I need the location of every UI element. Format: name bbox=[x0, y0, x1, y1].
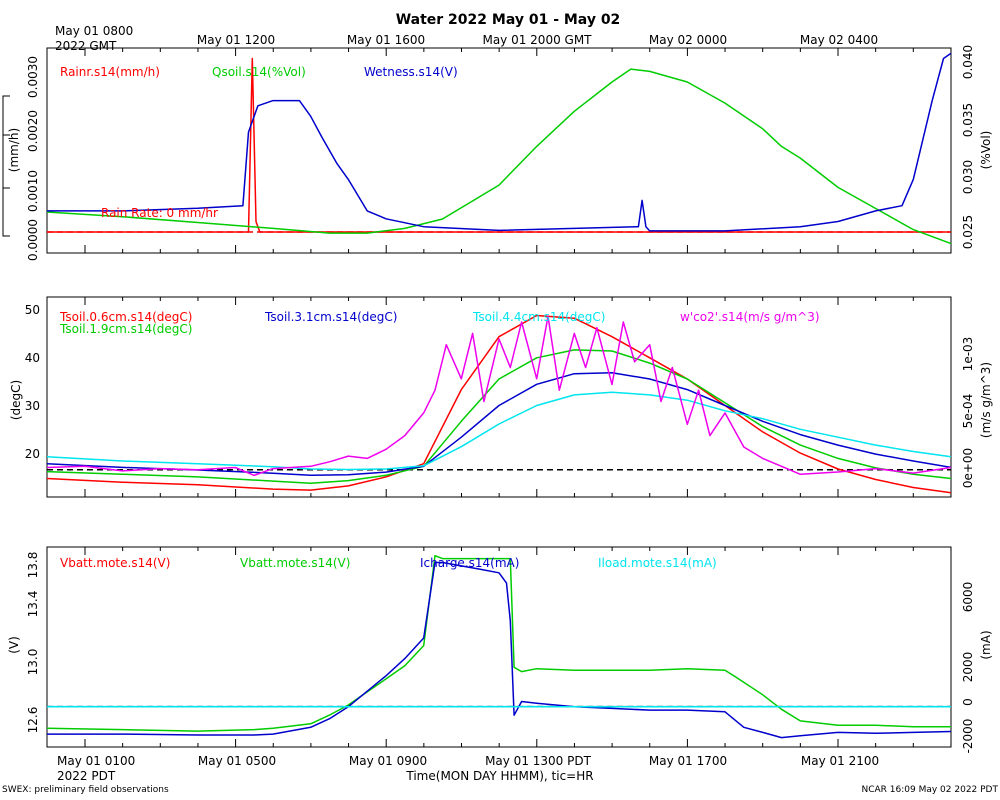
series-line-w-co2-s14-m-s-g-m-3 bbox=[46, 315, 952, 477]
bottom-tick-label: May 01 0500 bbox=[198, 754, 276, 768]
axis-tick-label: 0.035 bbox=[961, 103, 975, 137]
axis-tick-label: 0.0030 bbox=[26, 56, 40, 98]
bottom-axis-start-label: May 01 0100 bbox=[57, 754, 135, 768]
bottom-tick-label: May 01 1300 PDT bbox=[485, 754, 592, 768]
axis-tick-label: 12.6 bbox=[26, 707, 40, 734]
axis-label-right: (m/s g/m^3) bbox=[979, 362, 993, 438]
bottom-tick-label: May 01 1700 bbox=[649, 754, 727, 768]
axis-tick-label: 20 bbox=[25, 447, 40, 461]
top-tick-label: May 01 2000 GMT bbox=[482, 33, 592, 47]
axis-label-left: (degC) bbox=[9, 380, 23, 420]
legend-vbatt-red: Vbatt.mote.s14(V) bbox=[60, 556, 170, 570]
footer-right: NCAR 16:09 May 02 2022 PDT bbox=[862, 785, 999, 795]
axis-tick-label: -2000 bbox=[961, 719, 975, 754]
top-tick-label: May 02 0400 bbox=[800, 33, 878, 47]
legend-rainr: Rainr.s14(mm/h) bbox=[60, 65, 160, 79]
axis-tick-label: 13.8 bbox=[26, 552, 40, 579]
legend-vbatt-green: Vbatt.mote.s14(V) bbox=[240, 556, 350, 570]
axis-ticks bbox=[84, 48, 952, 747]
legend-tsoil-1-9: Tsoil.1.9cm.s14(degC) bbox=[59, 322, 193, 336]
series-line-tsoil-0-6cm-s14-degc bbox=[46, 314, 952, 494]
axis-tick-label: 2000 bbox=[961, 652, 975, 683]
axis-tick-label: 0.0010 bbox=[26, 170, 40, 212]
axis-label-right: (mA) bbox=[979, 630, 993, 659]
axis-tick-label: 0.0000 bbox=[26, 219, 40, 261]
axis-tick-label: 50 bbox=[25, 303, 40, 317]
x-axis-label: Time(MON DAY HHMM), tic=HR bbox=[405, 769, 593, 783]
axis-tick-label: 5e-04 bbox=[961, 394, 975, 429]
bottom-tick-label: May 01 0900 bbox=[349, 754, 427, 768]
legend-tsoil-3-1: Tsoil.3.1cm.s14(degC) bbox=[264, 310, 398, 324]
axis-label-right: (%Vol) bbox=[979, 131, 993, 170]
axis-tick-label: 0.0020 bbox=[26, 110, 40, 152]
legend-qsoil: Qsoil.s14(%Vol) bbox=[212, 65, 306, 79]
figure-title: Water 2022 May 01 - May 02 bbox=[396, 12, 621, 28]
legend-tsoil-0-6: Tsoil.0.6cm.s14(degC) bbox=[59, 310, 193, 324]
axis-tick-label: 0.040 bbox=[961, 45, 975, 79]
rain-rate-annotation: Rain Rate: 0 mm/hr bbox=[101, 206, 218, 220]
panel-battery-series bbox=[46, 554, 952, 739]
top-axis-start-label: May 01 0800 bbox=[55, 24, 133, 38]
top-axis-start-year: 2022 GMT bbox=[55, 39, 117, 53]
bottom-axis-start-year: 2022 PDT bbox=[57, 769, 116, 783]
series-line-qsoil-s14-vol bbox=[46, 68, 952, 245]
axis-tick-label: 40 bbox=[25, 351, 40, 365]
axis-tick-label: 1e-03 bbox=[961, 337, 975, 372]
series-line-icharge-s14-ma bbox=[47, 561, 952, 739]
legend-iload: Iload.mote.s14(mA) bbox=[598, 556, 717, 570]
legend-wetness: Wetness.s14(V) bbox=[364, 65, 458, 79]
axis-tick-label: 0.030 bbox=[961, 160, 975, 194]
footer-left: SWEX: preliminary field observations bbox=[2, 785, 169, 795]
bottom-tick-label: May 01 2100 bbox=[801, 754, 879, 768]
series-line-wetness-s14-v bbox=[47, 52, 952, 232]
series-line-tsoil-1-9cm-s14-degc bbox=[46, 349, 952, 484]
axis-tick-label: 0e+00 bbox=[961, 448, 975, 488]
top-tick-label: May 01 1200 bbox=[197, 33, 275, 47]
axis-tick-label: 0.025 bbox=[961, 215, 975, 249]
top-tick-label: May 01 1600 bbox=[347, 33, 425, 47]
series-line-vbatt-mote-s14-v bbox=[46, 554, 951, 732]
axis-label-left: (mm/h) bbox=[7, 128, 21, 172]
top-tick-label: May 02 0000 bbox=[649, 33, 727, 47]
axis-tick-label: 0 bbox=[961, 698, 975, 706]
axis-tick-label: 6000 bbox=[961, 582, 975, 613]
panel-water-series bbox=[46, 52, 952, 245]
legend-wco2: w'co2'.s14(m/s g/m^3) bbox=[680, 310, 820, 324]
axis-tick-label: 13.0 bbox=[26, 649, 40, 676]
axis-label-left: (V) bbox=[7, 636, 21, 654]
series-line-tsoil-3-1cm-s14-degc bbox=[46, 371, 952, 477]
left-bracket-mark bbox=[2, 95, 10, 237]
axis-tick-label: 30 bbox=[25, 399, 40, 413]
axis-tick-label: 13.4 bbox=[26, 591, 40, 618]
panel-soil-temperature-series bbox=[46, 314, 952, 494]
legend-tsoil-4-4: Tsoil.4.4cm.s14(degC) bbox=[472, 310, 606, 324]
legend-icharge: Icharge.s14(mA) bbox=[420, 556, 519, 570]
